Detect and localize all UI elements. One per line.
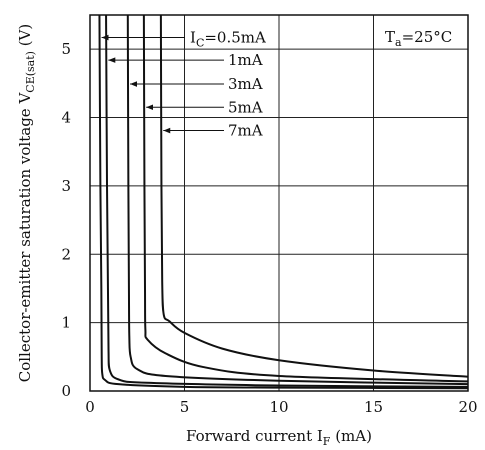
series-line-5 [159, 14, 469, 378]
plot-frame [89, 14, 469, 392]
x-tick-label: 5 [180, 398, 190, 416]
y-axis-label: Collector-emitter saturation voltage VCE… [16, 24, 37, 383]
y-tick-label: 2 [61, 245, 71, 263]
y-tick-label: 3 [61, 177, 71, 195]
series-label-4: 5mA [228, 98, 263, 116]
series-label-2: 1mA [228, 51, 263, 69]
x-tick-label: 20 [458, 398, 477, 416]
series-line-4 [142, 14, 469, 383]
x-tick-label: 0 [85, 398, 95, 416]
series-line-3 [126, 14, 469, 386]
y-tick-label: 0 [61, 382, 71, 400]
x-tick-label: 10 [269, 398, 288, 416]
curves [98, 14, 469, 390]
grid [90, 15, 468, 391]
series-label-3: 3mA [228, 75, 263, 93]
condition-label: Ta=25°C [385, 28, 452, 49]
y-tick-label: 5 [61, 40, 71, 58]
series-line-2 [105, 14, 469, 388]
ticks: 0 5 10 15 20 0 1 2 3 4 5 [61, 40, 477, 416]
series-label-1: IC=0.5mA [190, 29, 266, 50]
x-tick-label: 15 [364, 398, 383, 416]
y-tick-label: 1 [61, 314, 71, 332]
series-label-5: 7mA [228, 122, 263, 140]
x-axis-label: Forward current IF (mA) [186, 427, 372, 448]
y-tick-label: 4 [61, 109, 71, 127]
series-line-1 [98, 14, 469, 390]
